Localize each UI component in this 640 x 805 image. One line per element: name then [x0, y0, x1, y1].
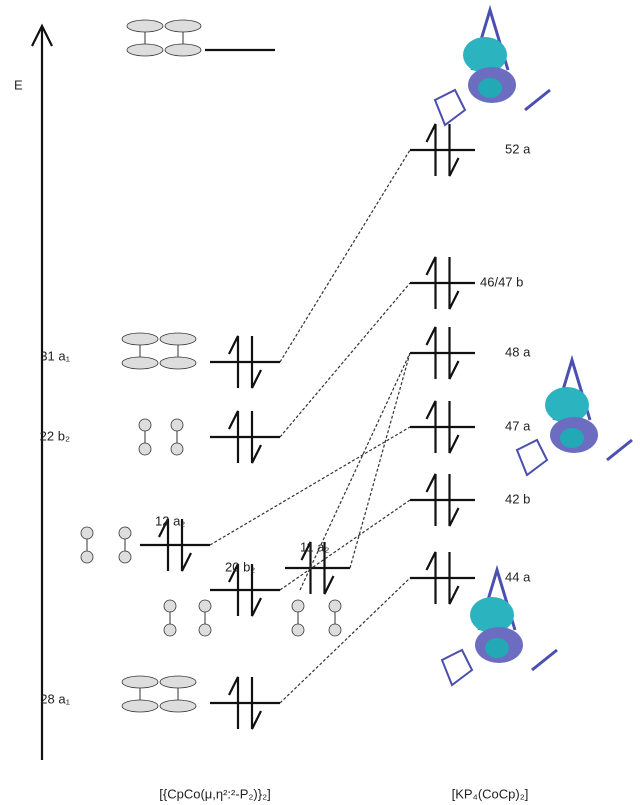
cp-ring	[442, 650, 472, 685]
cp-ring	[525, 90, 550, 110]
correlation-line	[280, 578, 410, 703]
lobe	[127, 44, 163, 56]
correlation-line	[300, 353, 410, 590]
p-lobe	[164, 600, 176, 612]
cp-ring	[435, 90, 465, 125]
lobe	[165, 44, 201, 56]
p-lobe	[329, 624, 341, 636]
left-label: 12 a₂	[155, 513, 185, 528]
p-lobe	[139, 443, 151, 455]
p-lobe	[292, 624, 304, 636]
p-lobe	[292, 600, 304, 612]
p-lobe	[171, 419, 183, 431]
diagram-layer: 31 a₁ 22 b₂ 12 a₂ 20 b₂ 11 a₂ 28 a₁ 52 a 46/47 …	[40, 10, 632, 729]
cp-ring	[532, 650, 557, 670]
left-label: 31 a₁	[40, 348, 70, 363]
lobe	[160, 676, 196, 688]
p-lobe	[171, 443, 183, 455]
correlation-line	[280, 150, 410, 362]
orbital-lobe	[485, 638, 509, 658]
cp-ring	[517, 440, 547, 475]
p-lobe	[164, 624, 176, 636]
p-lobe	[119, 551, 131, 563]
left-label: 28 a₁	[40, 691, 70, 706]
orbital-lobe	[560, 428, 584, 448]
lobe	[160, 700, 196, 712]
right-label: 46/47 b	[480, 274, 523, 289]
axis-label: E	[14, 77, 23, 92]
lobe	[127, 20, 163, 32]
p-lobe	[199, 600, 211, 612]
correlation-line	[280, 283, 410, 437]
lobe	[122, 676, 158, 688]
right-label: 42 b	[505, 491, 530, 506]
mo-diagram: E [{CpCo(μ,η²:²-P₂)}₂] [KP₄(CoCp)₂] 31 a…	[0, 0, 640, 805]
p-lobe	[199, 624, 211, 636]
p-lobe	[81, 551, 93, 563]
p-lobe	[329, 600, 341, 612]
right-label: 48 a	[505, 344, 531, 359]
lobe	[165, 20, 201, 32]
orbital-lobe	[478, 78, 502, 98]
right-label: 44 a	[505, 569, 531, 584]
lobe	[160, 333, 196, 345]
orbital-lobe	[463, 37, 507, 73]
left-label: 20 b₂	[225, 559, 255, 574]
lobe	[160, 357, 196, 369]
cp-ring	[607, 440, 632, 460]
footer-left: [{CpCo(μ,η²:²-P₂)}₂]	[159, 786, 271, 801]
p-lobe	[139, 419, 151, 431]
p-lobe	[119, 527, 131, 539]
left-label: 11 a₂	[300, 539, 329, 554]
lobe	[122, 700, 158, 712]
footer-right: [KP₄(CoCp)₂]	[452, 786, 529, 801]
orbital-lobe	[545, 387, 589, 423]
orbital-lobe	[470, 597, 514, 633]
correlation-line	[210, 427, 410, 545]
lobe	[122, 333, 158, 345]
left-label: 22 b₂	[40, 428, 70, 443]
p-lobe	[81, 527, 93, 539]
right-label: 52 a	[505, 141, 531, 156]
right-label: 47 a	[505, 418, 531, 433]
lobe	[122, 357, 158, 369]
